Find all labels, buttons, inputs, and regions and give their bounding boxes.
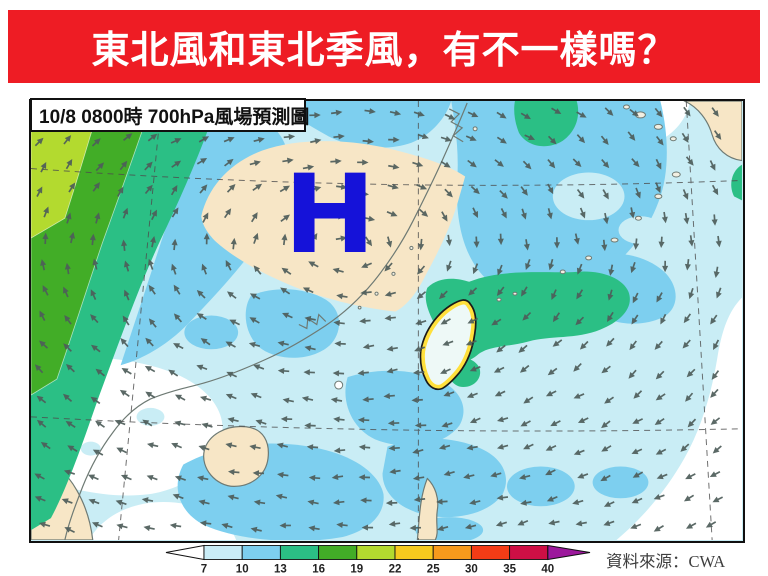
svg-text:19: 19 [350, 564, 363, 576]
wind-map-canvas: H [31, 101, 742, 540]
svg-text:22: 22 [389, 564, 402, 576]
svg-text:10: 10 [236, 564, 249, 576]
svg-text:35: 35 [503, 564, 516, 576]
data-source-attribution: 資料來源：CWA [606, 552, 726, 571]
svg-text:7: 7 [201, 564, 207, 576]
map-title-box: 10/8 0800時 700hPa風場預測圖 [30, 98, 310, 132]
wind-speed-colorbar: 7 10 13 16 19 22 25 30 35 40 [165, 544, 591, 576]
title-banner: 東北風和東北季風，有不一樣嗎？ [8, 10, 760, 83]
wind-green-regions [31, 101, 742, 531]
svg-text:13: 13 [274, 564, 287, 576]
lat-lon-gridlines [31, 101, 742, 540]
svg-text:30: 30 [465, 564, 478, 576]
coastlines [64, 102, 468, 540]
svg-text:16: 16 [312, 564, 325, 576]
svg-text:40: 40 [541, 564, 554, 576]
high-pressure-symbol: H [284, 150, 376, 278]
banner-title: 東北風和東北季風，有不一樣嗎？ [91, 30, 677, 72]
svg-text:25: 25 [427, 564, 440, 576]
map-title: 10/8 0800時 700hPa風場預測圖 [39, 106, 310, 128]
small-islands [334, 104, 681, 390]
weather-map: H 10/8 0800時 700hPa風場預測圖 [29, 98, 745, 543]
